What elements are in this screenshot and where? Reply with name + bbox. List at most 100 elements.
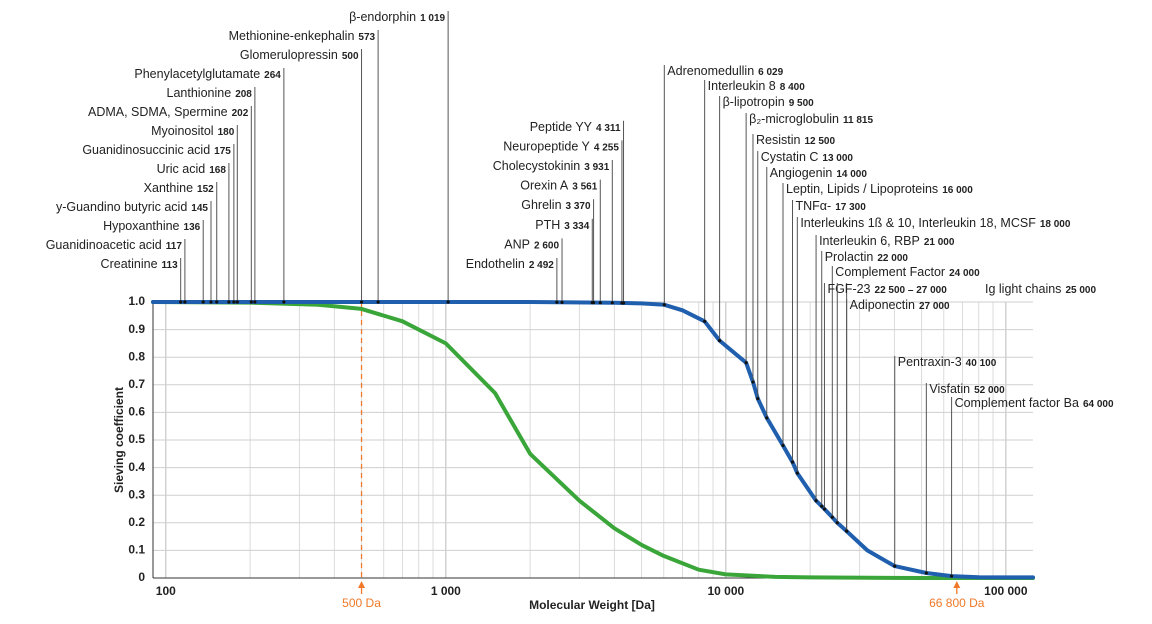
annotation-label: Guanidinoacetic acid 117 [46,238,183,252]
annotation-label: Peptide YY 4 311 [530,120,621,134]
annotation-point [232,300,236,304]
annotation-label: Resistin 12 500 [756,133,835,147]
annotation-value: 21 000 [924,237,955,248]
annotation-point [359,300,364,304]
annotation-name: Myoinositol [151,124,214,138]
annotation-point [662,303,666,307]
annotation-value: 500 [342,51,359,62]
annotation-label: Adrenomedullin 6 029 [667,64,783,78]
annotation-value: 22 000 [877,253,908,264]
annotation-value: 22 500 – 27 000 [875,285,948,296]
x-tick-label: 1 000 [431,584,461,598]
annotation-point [610,301,614,305]
annotation-label: ADMA, SDMA, Spermine 202 [88,105,249,119]
annotation-value: 17 300 [835,202,866,213]
annotation-label: FGF-23 22 500 – 27 000 [827,282,947,296]
annotation-label: Leptin, Lipids / Lipoproteins 16 000 [786,182,973,196]
annotation-name: Peptide YY [530,120,593,134]
annotation-point [820,504,824,508]
annotation-label: β₂-microglobulin 11 815 [749,112,873,126]
marker-label: 66 800 Da [929,596,985,610]
annotation-value: 2 492 [529,260,554,271]
annotation-point [621,301,626,305]
annotation-name: Guanidinoacetic acid [46,238,162,252]
annotation-name: Angiogenin [770,166,833,180]
annotation-name: ADMA, SDMA, Spermine [88,105,228,119]
annotation-point [744,361,748,365]
annotation-point [555,300,559,304]
annotation-point [179,300,183,304]
annotation-label: PTH 3 334 [535,218,589,232]
annotation-point [183,300,187,304]
annotation-name: Visfatin [929,382,970,396]
annotation-point [765,416,769,420]
y-tick-label: 0.4 [128,460,145,474]
annotation-point [949,574,954,578]
annotation-point [253,300,257,304]
annotation-point [795,471,799,475]
annotation-point [591,301,596,305]
annotation-point [835,521,839,525]
annotation-value: 175 [214,146,231,157]
annotation-label: TNFα- 17 300 [796,199,867,213]
annotation-name: Complement factor Ba [955,396,1079,410]
annotation-label: Phenylacetylglutamate 264 [134,67,281,81]
annotation-value: 14 000 [836,169,867,180]
annotation-name: Leptin, Lipids / Lipoproteins [786,182,938,196]
annotation-value: 168 [209,165,226,176]
annotation-label: Pentraxin-3 40 100 [898,355,997,369]
series-line [151,300,1035,580]
annotation-name: PTH [535,218,560,232]
annotation-point [924,571,928,575]
annotation-value: 208 [235,89,252,100]
annotation-name: Ig light chains [985,282,1061,296]
annotation-point [893,564,897,568]
annotation-label: Creatinine 113 [101,257,179,271]
annotation-label: Ig light chains 25 000 [985,282,1096,296]
annotation-point [249,300,253,304]
annotation-point [376,300,380,304]
annotation-label: Xanthine 152 [144,181,214,195]
annotation-point [446,300,450,304]
annotation-name: Endothelin [466,257,525,271]
annotation-label: Interleukin 6, RBP 21 000 [819,234,955,248]
annotation-name: Resistin [756,133,801,147]
y-tick-label: 0.3 [128,487,145,501]
annotation-point [209,300,213,304]
annotation-name: Glomerulopressin [240,48,338,62]
annotation-value: 64 000 [1083,399,1114,410]
annotation-point [822,507,827,511]
annotation-name: Neuropeptide Y [503,140,590,154]
annotation-name: Adiponectin [850,298,915,312]
annotation-name: Interleukin 8 [708,79,776,93]
annotation-label: Prolactin 22 000 [825,250,909,264]
annotation-name: FGF-23 [827,282,870,296]
annotation-point [718,339,722,343]
annotation-label: Complement Factor 24 000 [835,265,980,279]
annotation-name: Adrenomedullin [667,64,754,78]
annotation-label: Uric acid 168 [157,162,227,176]
annotation-value: 8 400 [780,82,805,93]
annotation-label: Glomerulopressin 500 [240,48,359,62]
annotation-name: Xanthine [144,181,193,195]
annotation-label: Cholecystokinin 3 931 [493,159,610,173]
annotation-value: 3 931 [584,162,609,173]
y-tick-label: 0.1 [128,543,145,557]
x-axis-title: Molecular Weight [Da] [529,598,655,612]
annotation-name: Uric acid [157,162,206,176]
annotation-label: Ghrelin 3 370 [521,198,591,212]
annotation-name: Lanthionine [167,86,232,100]
marker-arrowhead [358,581,366,588]
annotation-label: Angiogenin 14 000 [770,166,868,180]
annotation-value: 1 019 [420,13,445,24]
annotation-value: 52 000 [974,385,1005,396]
x-tick-label: 10 000 [707,584,744,598]
annotation-label: Myoinositol 180 [151,124,235,138]
marker-label: 500 Da [342,596,381,610]
annotation-value: 18 000 [1040,219,1071,230]
annotation-name: Pentraxin-3 [898,355,962,369]
marker-arrowhead [953,581,961,588]
annotation-label: Complement factor Ba 64 000 [955,396,1114,410]
y-tick-label: 0.6 [128,405,145,419]
